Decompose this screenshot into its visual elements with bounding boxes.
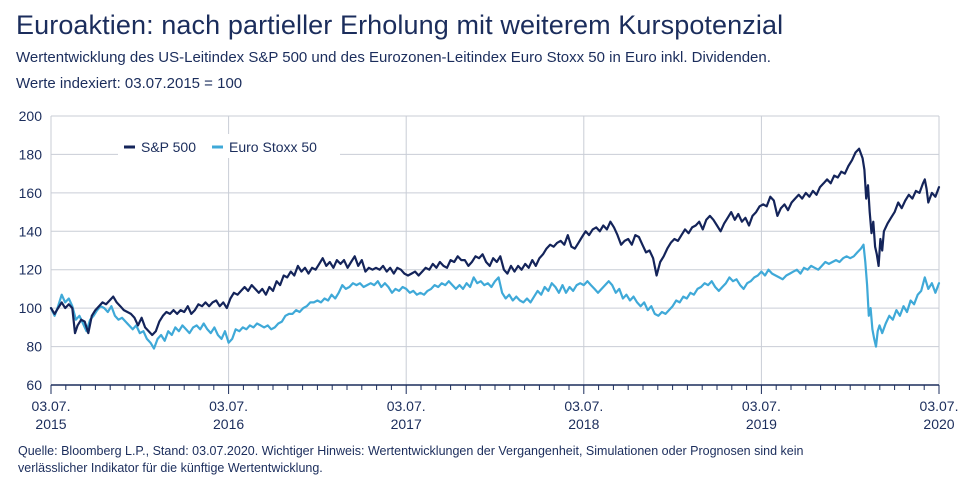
chart-subtitle: Wertentwicklung des US-Leitindex S&P 500… (16, 49, 771, 66)
x-tick-label-date: 03.07. (387, 398, 426, 414)
y-tick-label: 140 (19, 223, 43, 239)
chart-index-note: Werte indexiert: 03.07.2015 = 100 (16, 75, 243, 92)
y-tick-label: 100 (19, 300, 43, 316)
x-tick-label-date: 03.07. (564, 398, 603, 414)
chart-series (49, 147, 941, 350)
legend-label-euro-stoxx-50: Euro Stoxx 50 (229, 139, 317, 155)
y-tick-label: 80 (26, 339, 42, 355)
x-tick-label-year: 2017 (391, 416, 422, 432)
source-note-line-2: verlässlicher Indikator für die künftige… (18, 461, 323, 475)
legend-background (118, 134, 340, 158)
x-tick-label-date: 03.07. (920, 398, 959, 414)
x-tick-label-date: 03.07. (209, 398, 248, 414)
y-tick-label: 180 (19, 146, 43, 162)
y-tick-label: 200 (19, 108, 43, 124)
chart-legend: S&P 500 Euro Stoxx 50 (118, 134, 340, 158)
x-tick-label-year: 2019 (746, 416, 777, 432)
x-tick-label-year: 2020 (923, 416, 954, 432)
chart-axes: 60 80 100 120 140 160 180 200 03.07. 2015 03.07. 20… (19, 108, 959, 432)
y-tick-label: 160 (19, 185, 43, 201)
source-note: Quelle: Bloomberg L.P., Stand: 03.07.202… (18, 443, 918, 477)
x-tick-label-date: 03.07. (742, 398, 781, 414)
series-line-euro-stoxx-50 (49, 243, 941, 350)
legend-label-s-p-500: S&P 500 (141, 139, 196, 155)
x-tick-label-year: 2015 (35, 416, 66, 432)
line-chart: 60 80 100 120 140 160 180 200 03.07. 2015 03.07. 20… (19, 108, 959, 432)
series-line-s-p-500 (49, 147, 941, 337)
y-tick-label: 120 (19, 262, 43, 278)
source-note-line-1: Quelle: Bloomberg L.P., Stand: 03.07.202… (18, 444, 804, 458)
x-tick-label-year: 2016 (213, 416, 244, 432)
x-tick-label-year: 2018 (568, 416, 599, 432)
x-tick-label-date: 03.07. (32, 398, 71, 414)
chart-title: Euroaktien: nach partieller Erholung mit… (16, 10, 784, 40)
y-tick-label: 60 (26, 377, 42, 393)
